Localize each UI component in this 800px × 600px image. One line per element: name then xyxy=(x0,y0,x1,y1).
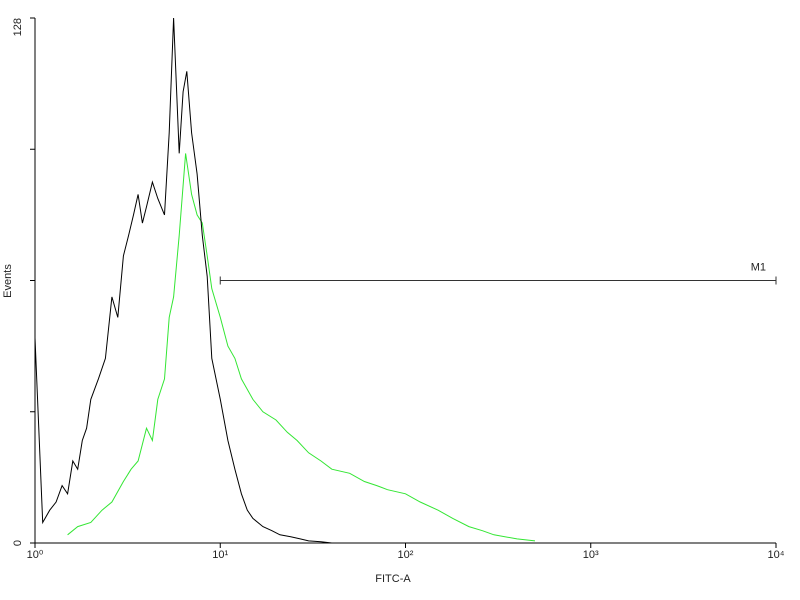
x-tick-label: 10⁴ xyxy=(768,549,785,561)
x-tick-label: 10¹ xyxy=(212,549,228,561)
series-line xyxy=(34,17,332,544)
y-tick-label: 0 xyxy=(12,540,24,546)
y-tick-label: 128 xyxy=(12,18,24,36)
x-axis-label: FITC-A xyxy=(375,573,411,585)
series-line xyxy=(67,153,536,542)
gate-label: M1 xyxy=(751,261,766,273)
y-axis-label: Events xyxy=(2,264,14,298)
x-tick-label: 10³ xyxy=(583,549,599,561)
x-tick-label: 10² xyxy=(398,549,414,561)
x-tick-label: 10⁰ xyxy=(27,549,44,561)
